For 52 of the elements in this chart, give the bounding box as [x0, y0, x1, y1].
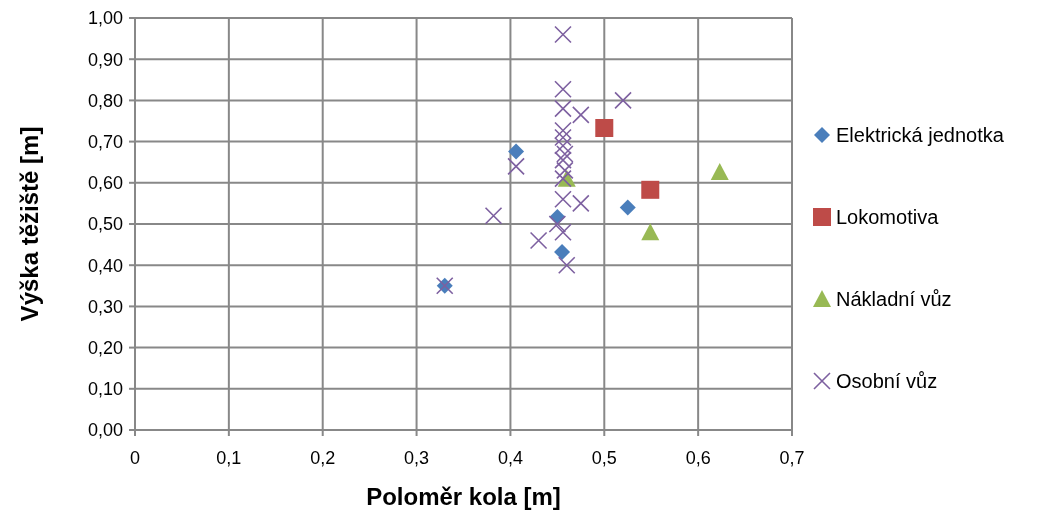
point: [557, 256, 576, 274]
point: [554, 136, 572, 155]
y-tick-label: 0,30: [87, 296, 123, 317]
y-tick-label: 0,60: [87, 173, 123, 194]
point: [554, 25, 572, 44]
y-tick-label: 0,80: [87, 90, 123, 111]
y-axis-title: Výška těžiště [m]: [16, 126, 43, 322]
point: [572, 106, 590, 124]
point: [556, 145, 574, 163]
legend-label: Elektrická jednotka: [836, 124, 1005, 146]
x-axis-title: Poloměr kola [m]: [366, 483, 561, 510]
point: [641, 223, 660, 241]
y-tick-label: 0,00: [87, 420, 123, 441]
point: [529, 231, 548, 250]
point: [554, 169, 572, 188]
x-tick-label: 0,7: [779, 448, 805, 468]
legend-label: Lokomotiva: [836, 206, 940, 228]
point: [554, 128, 572, 147]
y-tick-label: 0,20: [87, 337, 123, 358]
y-tick-label: 0,50: [87, 214, 123, 235]
point: [554, 244, 571, 261]
y-tick-label: 0,90: [87, 49, 123, 70]
point: [554, 121, 572, 140]
point: [507, 157, 525, 176]
point: [710, 163, 729, 181]
point: [572, 194, 590, 213]
legend-label: Nákladní vůz: [836, 288, 952, 310]
point: [556, 161, 574, 180]
point: [595, 119, 614, 137]
point: [554, 223, 572, 242]
point: [554, 80, 572, 99]
y-tick-label: 0,10: [87, 379, 123, 400]
x-tick-label: 0,4: [497, 448, 523, 468]
x-tick-label: 0: [129, 448, 141, 468]
y-tick-label: 1,00: [87, 8, 123, 29]
x-tick-label: 0,3: [404, 448, 430, 468]
point: [554, 151, 572, 169]
legend-label: Osobní vůz: [836, 370, 938, 392]
point: [548, 215, 567, 233]
point: [508, 143, 525, 160]
x-tick-label: 0,5: [591, 448, 617, 468]
point: [554, 99, 572, 118]
point: [554, 190, 572, 209]
y-tick-label: 0,70: [87, 131, 123, 152]
x-tick-label: 0,6: [685, 448, 711, 468]
point: [614, 91, 632, 110]
x-tick-label: 0,1: [216, 448, 242, 468]
point: [619, 199, 636, 216]
x-tick-label: 0,2: [310, 448, 336, 468]
point: [484, 206, 503, 225]
point: [641, 180, 660, 199]
y-tick-label: 0,40: [87, 255, 123, 276]
